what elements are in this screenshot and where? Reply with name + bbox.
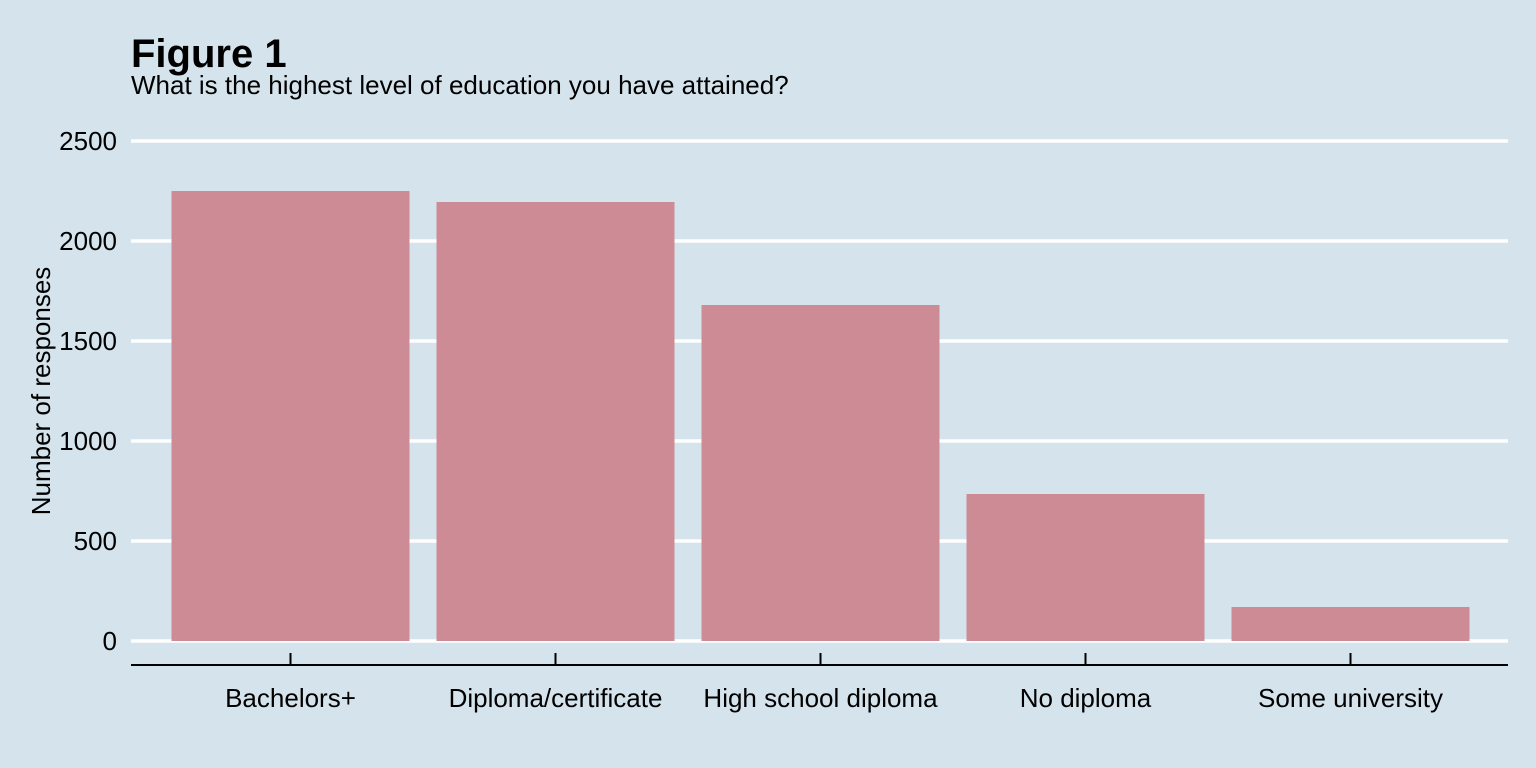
bars <box>171 191 1470 641</box>
x-tick-label: Diploma/certificate <box>449 683 663 713</box>
y-tick-label: 1500 <box>59 326 117 356</box>
x-tick-label: Some university <box>1258 683 1443 713</box>
figure-subtitle: What is the highest level of education y… <box>131 70 789 100</box>
bar <box>701 305 940 641</box>
bar <box>1231 607 1470 641</box>
x-tick-label: High school diploma <box>703 683 938 713</box>
y-tick-label: 500 <box>74 526 117 556</box>
x-tick-label: Bachelors+ <box>225 683 356 713</box>
x-axis-tick-labels: Bachelors+ Diploma/certificate High school… <box>225 683 1443 713</box>
y-tick-label: 1000 <box>59 426 117 456</box>
bar <box>436 202 675 641</box>
y-axis-title: Number of responses <box>26 267 56 516</box>
bar <box>171 191 410 641</box>
y-tick-label: 0 <box>103 626 117 656</box>
y-tick-label: 2500 <box>59 126 117 156</box>
y-axis-tick-labels: 0 500 1000 1500 2000 2500 <box>59 126 117 656</box>
x-axis-ticks <box>289 653 1352 665</box>
bar <box>966 494 1205 641</box>
y-tick-label: 2000 <box>59 226 117 256</box>
x-tick-label: No diploma <box>1020 683 1152 713</box>
figure-title: Figure 1 <box>131 32 287 76</box>
